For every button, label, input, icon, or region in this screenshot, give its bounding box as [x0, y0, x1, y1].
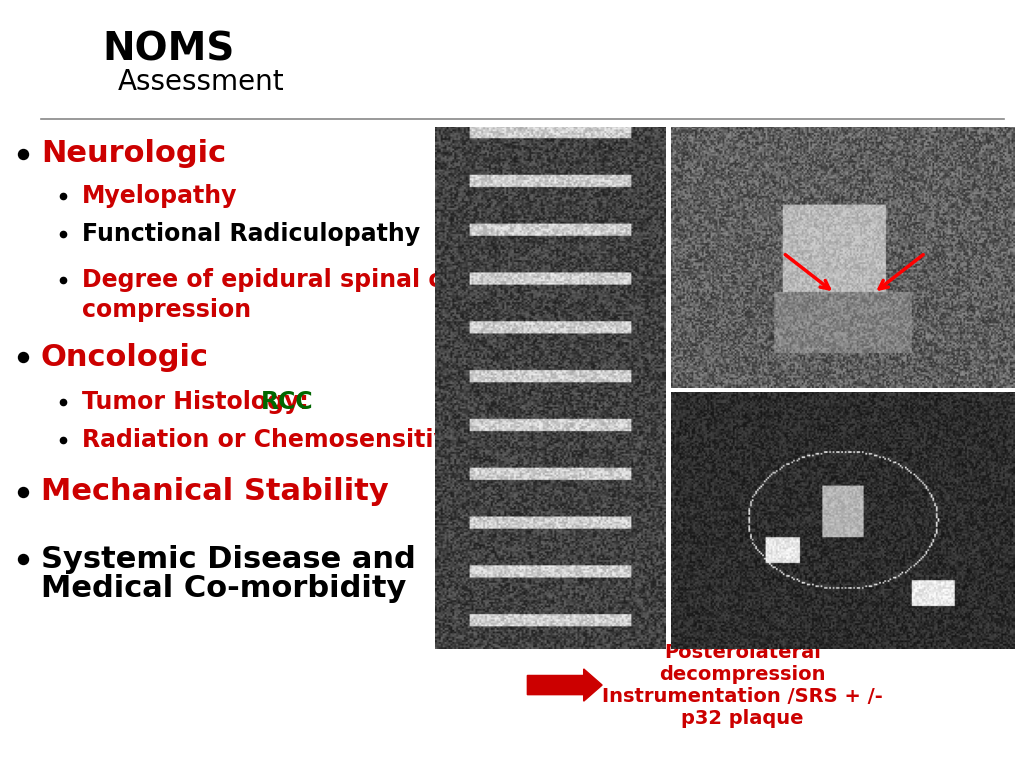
Text: Mechanical Stability: Mechanical Stability	[41, 477, 389, 506]
Text: Assessment: Assessment	[118, 68, 285, 96]
Text: NOMS: NOMS	[102, 31, 234, 69]
Text: Neurologic: Neurologic	[41, 139, 226, 168]
Text: Medical Co-morbidity: Medical Co-morbidity	[41, 574, 407, 603]
Text: Degree of epidural spinal cord: Degree of epidural spinal cord	[82, 268, 487, 293]
Text: Posterolateral
decompression
Instrumentation /SRS + /-
p32 plaque: Posterolateral decompression Instrumenta…	[602, 643, 883, 727]
Text: Tumor Histology:: Tumor Histology:	[82, 389, 316, 414]
Text: Functional Radiculopathy: Functional Radiculopathy	[82, 222, 420, 247]
FancyArrow shape	[527, 669, 602, 701]
Text: RCC: RCC	[261, 389, 313, 414]
Text: Radiation or Chemosensitivity: Radiation or Chemosensitivity	[82, 428, 483, 452]
Text: Myelopathy: Myelopathy	[82, 184, 238, 208]
Text: Oncologic: Oncologic	[41, 343, 209, 372]
Text: compression: compression	[82, 297, 251, 322]
Text: Systemic Disease and: Systemic Disease and	[41, 545, 416, 574]
